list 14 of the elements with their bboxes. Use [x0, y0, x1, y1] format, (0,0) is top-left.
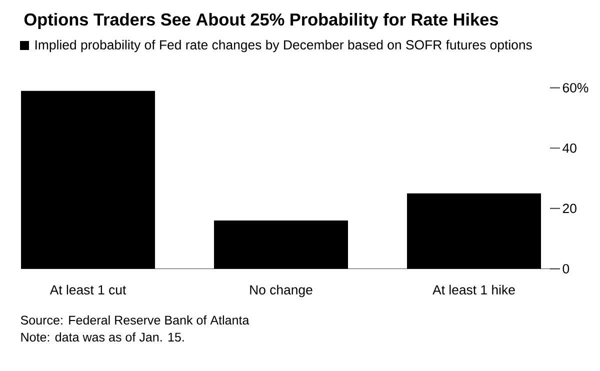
chart-title: Options Traders See About 25% Probability for Rate Hikes [24, 12, 498, 30]
x-tick-label: At least 1 cut [50, 284, 126, 295]
y-tick-label: 20 [562, 204, 576, 214]
text: Note: data was as of Jan. 15. [21, 332, 184, 342]
y-tick-label: 0 [562, 264, 570, 274]
bar [214, 220, 348, 269]
x-tick-label: No change [250, 284, 312, 298]
y-tick-label: 40 [562, 143, 576, 153]
source-note: Source: Federal Reserve Bank of Atlanta [20, 315, 250, 325]
y-tick-label: 60% [562, 83, 588, 92]
x-tick-label: At least 1 hike [432, 284, 515, 295]
legend-label: Implied probability of Fed rate changes by December based on SOFR futures options [35, 40, 532, 52]
bar [407, 193, 541, 269]
bar [21, 90, 156, 269]
